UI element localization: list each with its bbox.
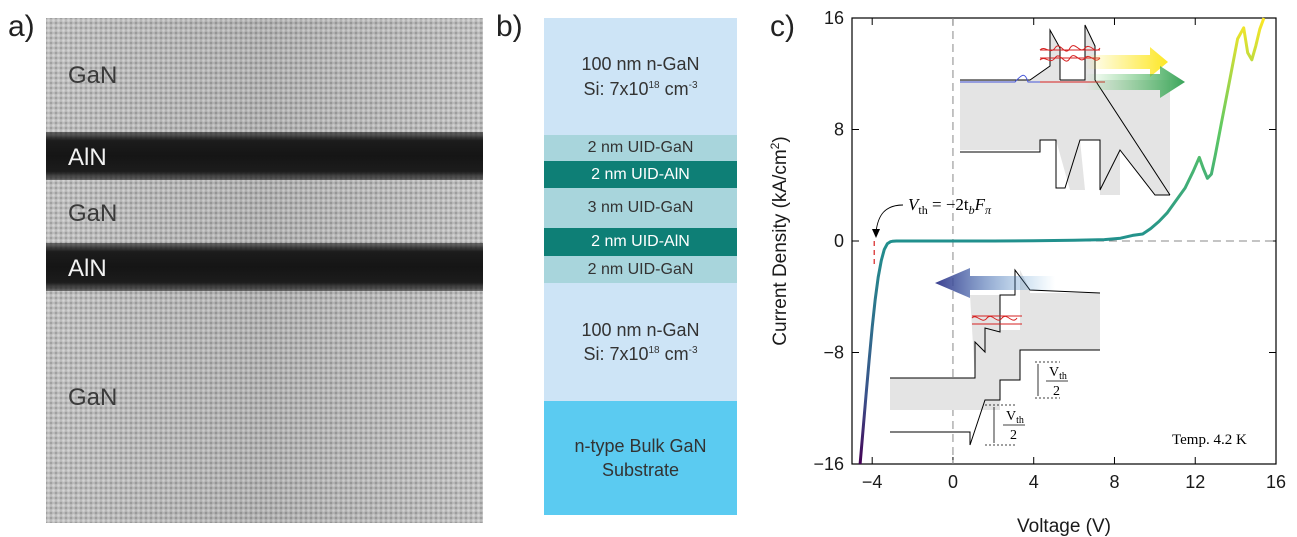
frac-lower-num: Vth (1006, 409, 1024, 426)
layer-ngan-top-line2: Si: 7x1018 cm-3 (583, 78, 698, 99)
layer-stack: 100 nm n-GaN Si: 7x1018 cm-3 2 nm UID-Ga… (544, 18, 737, 515)
x-tick-label: 0 (948, 472, 958, 492)
aln-band-1 (46, 132, 483, 180)
tem-label-gan-mid: GaN (68, 200, 118, 227)
layer-ngan-bottom-line2: Si: 7x1018 cm-3 (583, 344, 698, 364)
frac-upper-den: 2 (1053, 384, 1060, 399)
y-tick-label: 8 (834, 120, 844, 140)
x-axis-title: Voltage (V) (1017, 516, 1111, 537)
panel-label-a: a) (8, 10, 35, 43)
layer-ngan-top: 100 nm n-GaN Si: 7x1018 cm-3 (544, 18, 737, 135)
x-tick-label: 4 (1029, 472, 1039, 492)
layer-substrate: n-type Bulk GaN Substrate (544, 401, 737, 515)
temp-label: Temp. 4.2 K (1172, 432, 1247, 448)
y-tick-label: −8 (823, 343, 844, 363)
panel-label-b: b) (496, 10, 523, 43)
y-tick-label: 16 (824, 8, 844, 28)
panel-label-c: c) (770, 10, 795, 43)
frac-upper-num: Vth (1049, 365, 1067, 382)
x-tick-label: −4 (862, 472, 883, 492)
y-tick-label: −16 (813, 454, 844, 474)
layer-uid-aln-2: 2 nm UID-AlN (544, 228, 737, 256)
tem-label-gan-top: GaN (68, 62, 118, 89)
layer-uid-gan-3: 2 nm UID-GaN (544, 256, 737, 283)
layer-uid-gan-1: 2 nm UID-GaN (544, 135, 737, 161)
vth-formula: Vth = −2tbFπ (908, 195, 992, 217)
y-tick-label: 0 (834, 231, 844, 251)
x-tick-label: 8 (1109, 472, 1119, 492)
layer-uid-aln-1: 2 nm UID-AlN (544, 161, 737, 188)
aln-band-2 (46, 243, 483, 291)
tem-image: GaN AlN GaN AlN GaN (46, 18, 483, 523)
y-axis-title: Current Density (kA/cm2) (768, 136, 791, 345)
tem-label-aln-1: AlN (68, 144, 107, 171)
x-tick-label: 12 (1185, 472, 1205, 492)
layer-ngan-bottom-line1: 100 nm n-GaN (581, 319, 700, 340)
x-tick-label: 16 (1266, 472, 1286, 492)
vth-pointer (875, 204, 904, 233)
layer-ngan-top-line1: 100 nm n-GaN (581, 54, 700, 75)
iv-curve (858, 17, 1266, 465)
band-diagram-forward (960, 24, 1185, 196)
layer-ngan-bottom: 100 nm n-GaN Si: 7x1018 cm-3 (544, 283, 737, 401)
frac-lower-den: 2 (1010, 428, 1017, 443)
tem-label-gan-bottom: GaN (68, 384, 118, 411)
band-diagram-reverse: Vth 2 Vth 2 (890, 268, 1101, 446)
tick-labels: −4 0 4 8 12 16 16 8 0 −8 −16 (813, 8, 1286, 492)
tem-label-aln-2: AlN (68, 255, 107, 282)
layer-uid-gan-2: 3 nm UID-GaN (544, 188, 737, 228)
iv-series (858, 17, 1266, 465)
